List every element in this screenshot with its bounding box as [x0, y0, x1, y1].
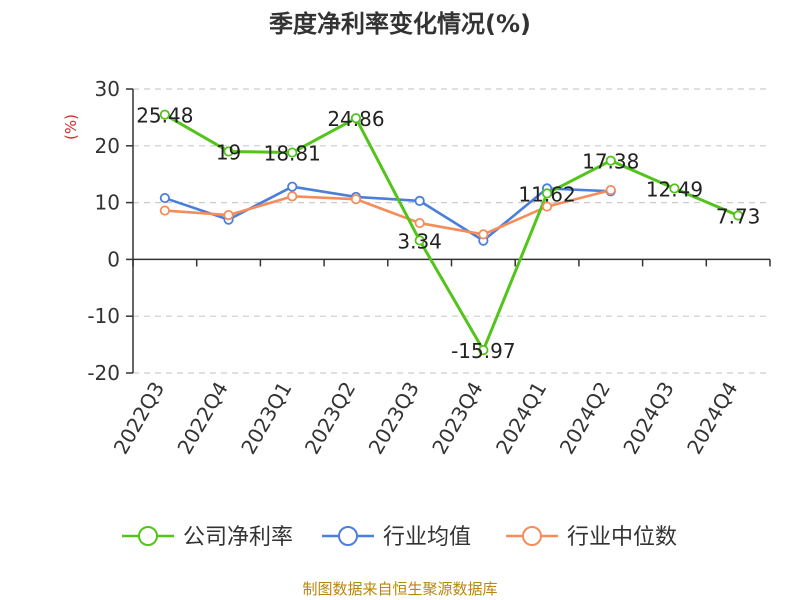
legend-label: 行业中位数: [567, 525, 677, 550]
data-point: [733, 210, 744, 221]
data-point: [541, 201, 553, 212]
data-point: [605, 185, 616, 196]
data-label: 24.86: [327, 107, 384, 131]
x-tick-label: 2023Q1: [236, 378, 296, 459]
legend-label: 行业均值: [383, 525, 471, 550]
data-point: [478, 229, 489, 240]
grid-lines: [133, 88, 770, 374]
data-point: [159, 192, 170, 204]
data-point: [414, 195, 425, 206]
data-point: [159, 205, 170, 216]
data-label: 12.49: [646, 177, 703, 201]
x-tick-label: 2024Q2: [555, 378, 615, 459]
data-point: [223, 209, 234, 221]
legend-marker: [338, 526, 358, 546]
data-label: 17.38: [582, 150, 639, 174]
x-tick-label: 2023Q4: [427, 377, 487, 458]
x-tick-label: 2023Q2: [300, 378, 360, 459]
y-axis-label: (%): [62, 114, 80, 140]
legend-marker: [138, 526, 158, 546]
x-tick-label: 2024Q1: [491, 378, 551, 459]
x-tick-label: 2022Q4: [172, 378, 232, 459]
data-point: [414, 217, 425, 229]
y-tick-label: 30: [95, 77, 120, 101]
data-point: [414, 235, 425, 246]
series-line: [164, 113, 739, 352]
data-label: 25.48: [136, 104, 193, 128]
data-point: [287, 181, 298, 192]
data-point: [478, 345, 489, 356]
data-label: 11.62: [518, 182, 575, 206]
legend-label: 公司净利率: [183, 525, 293, 550]
data-label: 19: [216, 140, 241, 164]
data-label: -15.97: [451, 339, 515, 363]
y-tick-label: 0: [107, 247, 120, 271]
data-point: [669, 183, 680, 194]
data-point: [287, 147, 298, 158]
data-point: [159, 109, 170, 120]
series-line: [164, 185, 611, 242]
data-label: 18.81: [264, 142, 321, 166]
chart-title: 季度净利率变化情况(%): [269, 10, 531, 38]
series-points: [159, 109, 744, 356]
legend: 公司净利率 行业均值 行业中位数: [122, 525, 677, 550]
x-tick-label: 2024Q4: [682, 378, 742, 459]
data-point: [605, 155, 616, 166]
data-label: 3.34: [397, 229, 442, 253]
source-note: 制图数据来自恒生聚源数据库: [302, 580, 497, 598]
y-tick-label: -20: [87, 361, 120, 385]
x-tick-label: 2024Q3: [618, 378, 678, 459]
y-tick-label: 20: [95, 134, 120, 158]
data-point: [541, 188, 553, 199]
x-tick-label: 2023Q3: [364, 378, 424, 459]
series-line: [164, 188, 612, 236]
x-tick-label: 2022Q3: [109, 378, 169, 459]
data-point: [350, 194, 362, 205]
data-point: [223, 146, 234, 157]
data-point: [350, 113, 362, 124]
y-tick-label: 10: [95, 191, 120, 215]
y-tick-label: -10: [87, 304, 120, 328]
data-label: 7.73: [716, 204, 761, 228]
data-point: [287, 191, 298, 202]
series-lines: [164, 113, 739, 352]
legend-marker: [522, 526, 542, 546]
